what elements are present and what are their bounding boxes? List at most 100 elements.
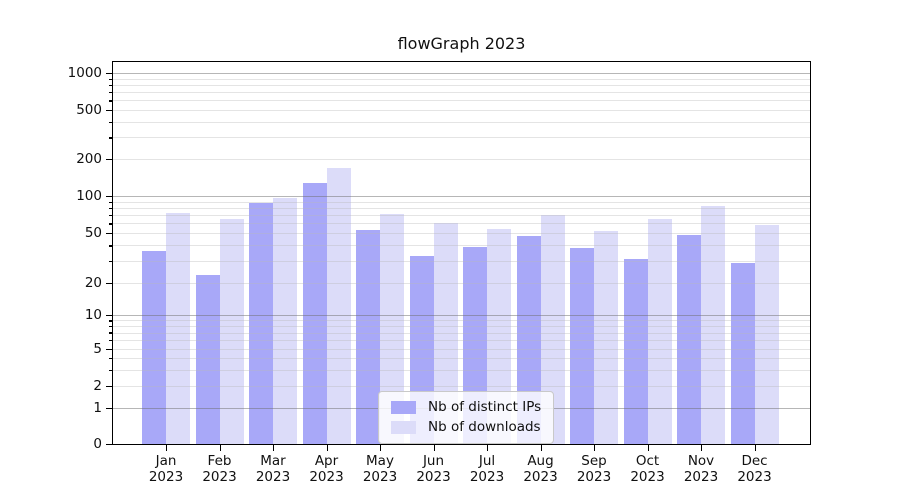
y-tick-mark xyxy=(106,233,113,235)
legend-swatch-distinct-ips xyxy=(391,400,416,414)
y-minor-tick-mark xyxy=(109,332,113,334)
x-tick-label-jun: Jun 2023 xyxy=(416,453,451,485)
y-tick-label-10: 10 xyxy=(84,307,102,323)
y-minor-tick-mark xyxy=(109,325,113,328)
bar-downloads-apr xyxy=(326,167,351,444)
gridline-90 xyxy=(113,201,810,203)
gridline-500 xyxy=(113,110,810,111)
bar-ips-mar xyxy=(249,203,273,444)
x-tick-label-mar: Mar 2023 xyxy=(255,453,291,485)
gridline-8 xyxy=(113,325,810,327)
y-minor-tick-mark xyxy=(109,358,113,360)
x-tick-mark-sep xyxy=(594,445,596,451)
gridline-300 xyxy=(113,137,810,139)
y-minor-tick-mark xyxy=(109,223,113,225)
y-tick-mark xyxy=(106,159,113,161)
gridline-7 xyxy=(113,332,810,334)
x-tick-label-aug: Aug 2023 xyxy=(523,453,558,485)
x-tick-label-dec: Dec 2023 xyxy=(737,453,772,485)
bar-ips-oct xyxy=(623,259,648,444)
x-tick-mark-nov xyxy=(701,445,703,451)
y-minor-tick-mark xyxy=(109,137,113,139)
y-minor-tick-mark xyxy=(109,78,113,80)
y-minor-tick-mark xyxy=(109,92,113,94)
bar-ips-feb xyxy=(195,275,220,444)
x-tick-mark-oct xyxy=(647,445,649,451)
y-minor-tick-mark xyxy=(109,84,113,87)
bar-ips-jan xyxy=(142,250,166,444)
gridline-700 xyxy=(113,92,810,93)
bar-ips-dec xyxy=(730,262,755,444)
y-minor-tick-mark xyxy=(109,201,113,203)
y-tick-mark xyxy=(106,408,113,410)
y-minor-tick-mark xyxy=(109,100,113,102)
y-minor-tick-mark xyxy=(109,340,113,342)
y-tick-label-500: 500 xyxy=(76,102,102,118)
y-minor-tick-mark xyxy=(109,260,113,263)
x-tick-label-sep: Sep 2023 xyxy=(576,453,612,485)
y-tick-label-2: 2 xyxy=(93,378,102,394)
x-tick-label-may: May 2023 xyxy=(362,453,398,485)
x-tick-mark-jun xyxy=(433,445,435,451)
legend-item-downloads: Nb of downloads xyxy=(391,417,541,437)
x-tick-label-apr: Apr 2023 xyxy=(309,453,344,485)
y-tick-mark xyxy=(106,283,113,285)
y-minor-tick-mark xyxy=(109,369,113,372)
bar-downloads-jan xyxy=(166,212,190,444)
x-tick-label-oct: Oct 2023 xyxy=(630,453,665,485)
x-tick-label-jul: Jul 2023 xyxy=(469,453,505,485)
x-tick-label-jan: Jan 2023 xyxy=(148,453,184,485)
gridline-3 xyxy=(113,369,810,371)
x-tick-mark-jul xyxy=(487,445,489,451)
gridline-800 xyxy=(113,84,810,86)
y-tick-label-0: 0 xyxy=(93,436,102,452)
gridline-60 xyxy=(113,223,810,225)
legend-swatch-downloads xyxy=(391,420,416,434)
gridline-80 xyxy=(113,207,810,209)
y-tick-label-1000: 1000 xyxy=(67,65,102,81)
y-tick-mark xyxy=(106,73,113,75)
plot-area xyxy=(112,61,811,445)
gridline-50 xyxy=(113,233,810,234)
y-tick-mark xyxy=(106,196,113,198)
x-tick-mark-apr xyxy=(326,445,328,451)
bar-ips-nov xyxy=(677,235,701,444)
gridline-20 xyxy=(113,283,810,284)
x-tick-mark-jan xyxy=(166,445,168,451)
gridline-900 xyxy=(113,78,810,80)
gridline-1000 xyxy=(113,73,810,74)
legend-label-downloads: Nb of downloads xyxy=(428,419,541,435)
y-tick-label-100: 100 xyxy=(76,188,102,204)
gridline-9 xyxy=(113,320,810,322)
y-tick-label-50: 50 xyxy=(84,225,102,241)
y-minor-tick-mark xyxy=(109,121,113,124)
gridline-600 xyxy=(113,100,810,102)
y-tick-mark xyxy=(106,110,113,112)
y-tick-mark xyxy=(106,444,113,446)
y-tick-label-1: 1 xyxy=(93,400,102,416)
y-tick-label-200: 200 xyxy=(76,151,102,167)
gridline-100 xyxy=(113,196,810,197)
y-tick-label-5: 5 xyxy=(93,341,102,357)
gridline-2 xyxy=(113,386,810,387)
bar-downloads-oct xyxy=(647,219,672,444)
y-minor-tick-mark xyxy=(109,215,113,217)
y-minor-tick-mark xyxy=(109,320,113,322)
gridline-40 xyxy=(113,245,810,247)
x-tick-mark-mar xyxy=(273,445,275,451)
x-tick-mark-dec xyxy=(754,445,756,451)
legend: Nb of distinct IPs Nb of downloads xyxy=(378,391,555,444)
bar-downloads-nov xyxy=(701,205,725,444)
gridline-4 xyxy=(113,358,810,359)
y-tick-mark xyxy=(106,315,113,317)
chart-title: flowGraph 2023 xyxy=(397,34,526,53)
grid-layer xyxy=(113,62,810,444)
legend-label-distinct-ips: Nb of distinct IPs xyxy=(428,399,542,415)
bar-downloads-mar xyxy=(273,197,297,444)
y-minor-tick-mark xyxy=(109,207,113,210)
legend-item-distinct-ips: Nb of distinct IPs xyxy=(391,397,541,417)
y-tick-label-20: 20 xyxy=(84,275,102,291)
y-tick-mark xyxy=(106,386,113,388)
gridline-200 xyxy=(113,159,810,160)
